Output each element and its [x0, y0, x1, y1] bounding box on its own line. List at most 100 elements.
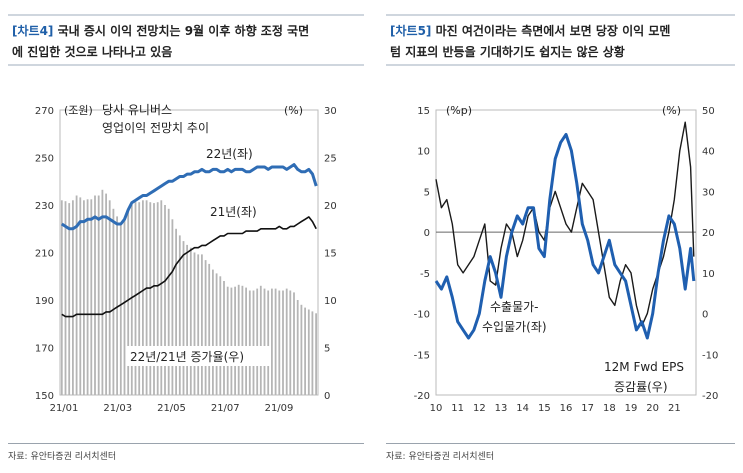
growth-bar [72, 200, 74, 396]
left-title-line2: 에 진입한 것으로 나타나고 있음 [12, 45, 173, 59]
right-title: [차트5] 마진 여건이라는 측면에서 보면 당장 이익 모멘 텀 지표의 반등… [390, 21, 731, 63]
growth-bar [315, 313, 317, 395]
right-panel: [차트5] 마진 여건이라는 측면에서 보면 당장 이익 모멘 텀 지표의 반등… [378, 0, 743, 473]
growth-bar [263, 288, 266, 395]
x-tick-label: 13 [495, 403, 508, 414]
growth-bar [304, 307, 306, 395]
growth-bar [300, 304, 303, 396]
y-left-tick-label: 190 [35, 296, 54, 307]
annotation-eps-line2: 증감률(우) [614, 380, 668, 394]
growth-bar [289, 290, 292, 395]
left-title-line1: 국내 증시 이익 전망치는 9월 이후 하향 조정 국면 [57, 24, 310, 38]
y-left-tick-label: 170 [35, 344, 54, 355]
growth-bar [83, 200, 85, 396]
right-source: 자료: 유안타증권 리서치센터 [386, 452, 495, 462]
x-tick-label: 15 [538, 403, 551, 414]
growth-bar [186, 244, 188, 395]
growth-bar [90, 199, 93, 395]
y-left-tick-label: 10 [417, 147, 430, 158]
growth-bar [311, 311, 314, 395]
y-left-tick-label: 150 [35, 391, 54, 402]
x-tick-label: 16 [560, 403, 573, 414]
y-right-tick-label: 10 [324, 296, 337, 307]
x-tick-label: 21/05 [157, 403, 186, 414]
growth-bar [271, 288, 273, 395]
growth-bar [60, 200, 63, 396]
left-bottom-rule [8, 443, 364, 444]
growth-bar [119, 224, 122, 395]
growth-label-bg [126, 346, 271, 366]
y-left-tick-label: -15 [414, 350, 430, 361]
x-tick-label: 19 [625, 403, 638, 414]
right-axis-unit: (%) [662, 104, 681, 117]
growth-bar [149, 202, 152, 395]
growth-bar [204, 260, 207, 395]
growth-bar [278, 290, 281, 395]
y-right-tick-label: 40 [702, 147, 715, 158]
growth-bar [234, 286, 236, 395]
growth-bar [208, 263, 211, 395]
y-right-tick-label: 50 [702, 106, 715, 117]
growth-bar [105, 193, 107, 395]
growth-bar [259, 285, 262, 396]
y-left-tick-label: -10 [414, 310, 430, 321]
y-right-tick-label: 0 [702, 310, 708, 321]
growth-bar [237, 284, 240, 395]
chart-title-line1: 당사 유니버스 [102, 103, 172, 117]
y-right-tick-label: 5 [324, 344, 330, 355]
growth-bar [123, 220, 126, 395]
y-left-tick-label: 270 [35, 106, 54, 117]
growth-bar [75, 195, 78, 395]
x-tick-label: 21/03 [103, 403, 132, 414]
annotation-eps-line1: 12M Fwd EPS [604, 360, 684, 374]
series-line-eps [435, 121, 695, 327]
growth-bar [212, 269, 214, 395]
growth-bar [274, 288, 277, 395]
right-title-line1: 마진 여건이라는 측면에서 보면 당장 이익 모멘 [435, 24, 671, 38]
left-axis-unit: (조원) [64, 104, 93, 117]
growth-bar [201, 254, 203, 395]
growth-bar [108, 200, 111, 396]
x-tick-label: 21/07 [211, 403, 240, 414]
y-right-tick-label: 20 [702, 228, 715, 239]
growth-bar [171, 219, 174, 396]
x-tick-label: 17 [581, 403, 594, 414]
right-title-tag: [차트5] [390, 24, 432, 38]
growth-bar [296, 300, 299, 395]
right-bottom-rule [386, 443, 735, 444]
left-axis-unit: (%p) [446, 104, 472, 117]
growth-bar [68, 203, 71, 395]
growth-bar [142, 200, 144, 396]
y-left-tick-label: 5 [424, 187, 430, 198]
y-right-tick-label: 15 [324, 249, 337, 260]
growth-bar [226, 286, 229, 395]
growth-bar [130, 205, 133, 395]
y-left-tick-label: 250 [35, 154, 54, 165]
growth-bar [245, 287, 247, 395]
left-title: [차트4] 국내 증시 이익 전망치는 9월 이후 하향 조정 국면 에 진입한… [12, 21, 360, 63]
y-left-tick-label: 210 [35, 249, 54, 260]
growth-bar [94, 195, 96, 395]
y-left-tick-label: 0 [424, 228, 430, 239]
left-title-box: [차트4] 국내 증시 이익 전망치는 9월 이후 하향 조정 국면 에 진입한… [8, 14, 364, 66]
growth-bar [116, 216, 118, 395]
growth-bar [86, 199, 89, 395]
growth-bar [282, 290, 284, 395]
y-right-tick-label: -10 [702, 350, 718, 361]
chart-title-line2: 영업이익 전망치 추이 [102, 121, 209, 135]
growth-bar [285, 288, 288, 395]
growth-bar [101, 189, 104, 395]
y-left-tick-label: -5 [420, 269, 430, 280]
growth-bar [64, 201, 67, 395]
right-axis-unit: (%) [284, 104, 303, 117]
y-right-tick-label: 30 [324, 106, 337, 117]
growth-bar [193, 252, 196, 395]
label-21y: 21년(좌) [210, 205, 257, 219]
annotation-spread-line1: 수출물가- [490, 300, 539, 314]
growth-bar [112, 208, 115, 395]
growth-bar [97, 195, 100, 395]
growth-bar [267, 290, 270, 395]
growth-bar [197, 254, 200, 395]
y-right-tick-label: 10 [702, 269, 715, 280]
